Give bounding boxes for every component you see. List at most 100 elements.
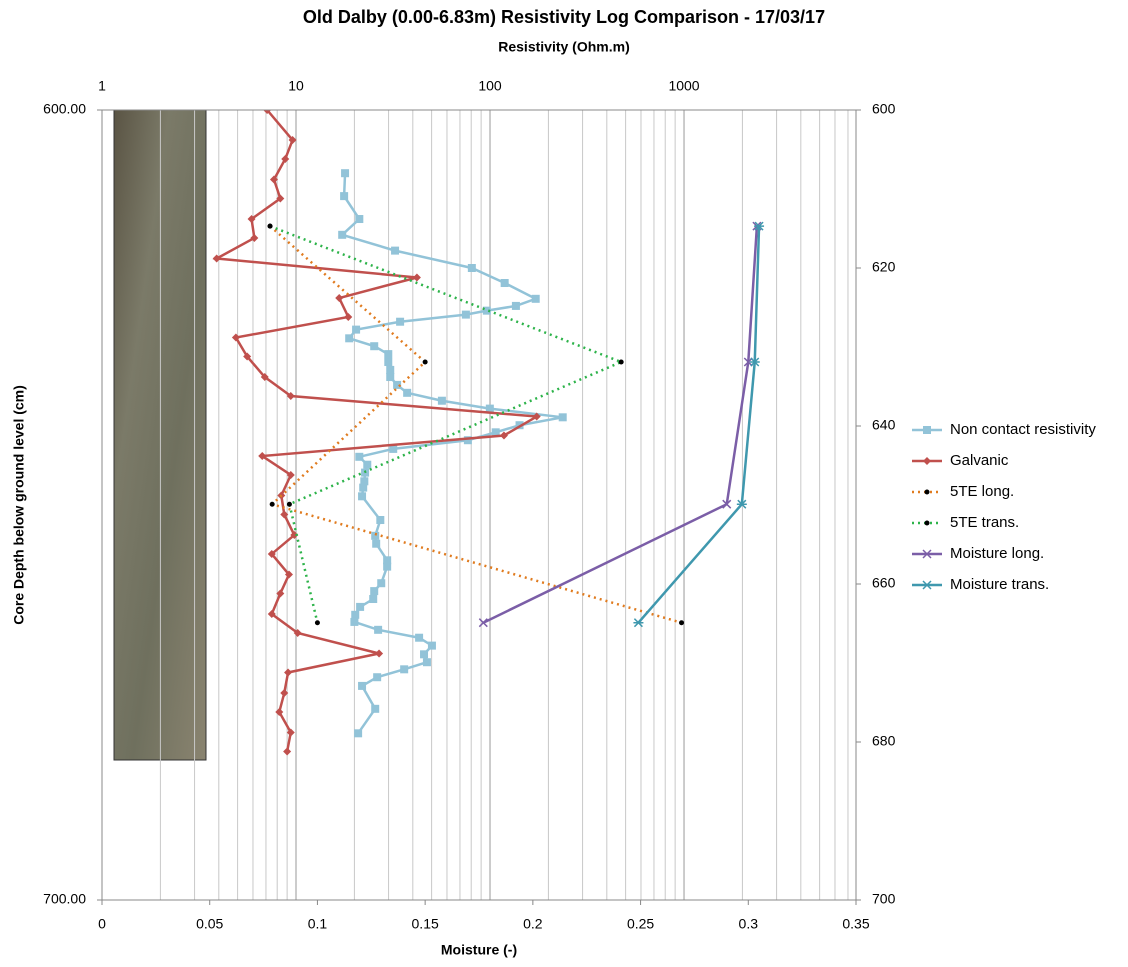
marker [287, 502, 292, 507]
legend-label: 5TE long. [950, 483, 1014, 500]
marker [375, 650, 383, 658]
marker [633, 619, 643, 627]
marker [532, 295, 540, 303]
marker [370, 587, 378, 595]
marker [923, 426, 931, 434]
marker [374, 626, 382, 634]
marker [315, 620, 320, 625]
marker [501, 279, 509, 287]
marker [925, 521, 930, 526]
legend-label: Moisture long. [950, 545, 1044, 562]
marker [371, 705, 379, 713]
marker [356, 603, 364, 611]
x-tick-label: 0.05 [196, 916, 223, 932]
marker [396, 318, 404, 326]
marker [512, 302, 520, 310]
x2-tick-label: 1000 [668, 78, 699, 94]
marker [370, 342, 378, 350]
marker [363, 461, 371, 469]
marker [391, 247, 399, 255]
series-line [638, 226, 759, 623]
y-tick-label: 600.00 [43, 101, 86, 117]
marker [413, 273, 421, 281]
y-axis-label: Core Depth below ground level (cm) [11, 385, 27, 625]
marker [270, 502, 275, 507]
marker [925, 490, 930, 495]
marker [420, 650, 428, 658]
marker [340, 192, 348, 200]
marker [268, 224, 273, 229]
marker [377, 579, 385, 587]
marker [341, 169, 349, 177]
y2-tick-label: 680 [872, 733, 896, 749]
chart: Old Dalby (0.00-6.83m) Resistivity Log C… [0, 0, 1128, 962]
x2-tick-label: 100 [478, 78, 502, 94]
x-tick-label: 0.25 [627, 916, 654, 932]
x-axis-label: Moisture (-) [441, 942, 517, 958]
marker [423, 658, 431, 666]
marker [355, 215, 363, 223]
marker [358, 682, 366, 690]
y2-tick-label: 660 [872, 575, 896, 591]
marker [283, 747, 291, 755]
y-tick-label: 700.00 [43, 891, 86, 907]
grid [160, 110, 848, 900]
x2-tick-label: 1 [98, 78, 106, 94]
marker [428, 642, 436, 650]
y2-tick-label: 700 [872, 891, 896, 907]
marker [559, 413, 567, 421]
marker [351, 611, 359, 619]
legend-label: Galvanic [950, 452, 1009, 469]
marker [369, 595, 377, 603]
marker [386, 366, 394, 374]
marker [386, 373, 394, 381]
marker [350, 618, 358, 626]
marker [344, 313, 352, 321]
x-tick-label: 0.15 [412, 916, 439, 932]
marker [383, 563, 391, 571]
marker [462, 311, 470, 319]
marker [338, 231, 346, 239]
series-line [270, 226, 621, 623]
marker [359, 484, 367, 492]
marker [373, 673, 381, 681]
marker [335, 294, 343, 302]
x-tick-label: 0.35 [842, 916, 869, 932]
x-tick-label: 0.2 [523, 916, 543, 932]
marker [923, 457, 931, 465]
marker [384, 350, 392, 358]
legend-label: Moisture trans. [950, 576, 1049, 593]
marker [376, 516, 384, 524]
marker [354, 729, 362, 737]
marker [922, 581, 932, 589]
marker [400, 665, 408, 673]
marker [352, 326, 360, 334]
marker [438, 397, 446, 405]
y2-tick-label: 640 [872, 417, 896, 433]
x2-axis-label: Resistivity (Ohm.m) [498, 39, 629, 55]
marker [384, 358, 392, 366]
marker [403, 389, 411, 397]
x-tick-label: 0.1 [308, 916, 328, 932]
chart-title: Old Dalby (0.00-6.83m) Resistivity Log C… [303, 7, 825, 27]
x-tick-label: 0.3 [739, 916, 759, 932]
marker [372, 540, 380, 548]
y2-tick-label: 620 [872, 259, 896, 275]
marker [284, 668, 292, 676]
marker [358, 492, 366, 500]
plot-area [213, 106, 764, 755]
x-tick-label: 0 [98, 916, 106, 932]
y2-tick-label: 600 [872, 101, 896, 117]
legend-label: 5TE trans. [950, 514, 1019, 531]
series-line [217, 110, 537, 751]
marker [345, 334, 353, 342]
legend-label: Non contact resistivity [950, 421, 1096, 438]
marker [423, 360, 428, 365]
marker [468, 264, 476, 272]
marker [415, 634, 423, 642]
x2-tick-label: 10 [288, 78, 304, 94]
series-line [342, 173, 563, 733]
marker [679, 620, 684, 625]
marker [619, 360, 624, 365]
marker [355, 453, 363, 461]
